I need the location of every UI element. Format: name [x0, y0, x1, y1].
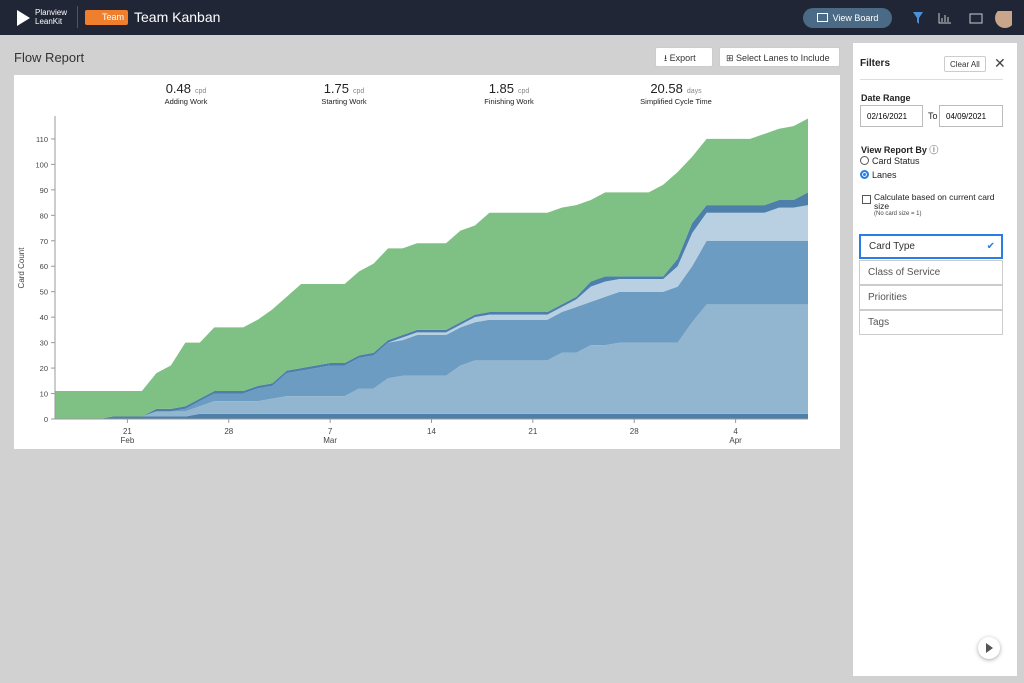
y-axis-label: Card Count — [17, 247, 26, 289]
stat-value-row: 20.58 days — [616, 81, 736, 96]
x-tick-label: 28 — [224, 427, 234, 436]
team-badge[interactable]: Team — [85, 10, 128, 25]
y-tick-label: 0 — [44, 415, 48, 424]
button-label: View Board — [832, 13, 879, 23]
list-item[interactable]: Priorities — [859, 285, 1003, 310]
x-tick-label: 4 Apr — [729, 427, 742, 445]
x-tick-label: 14 — [427, 427, 436, 436]
stat-value-row: 1.75 cpd — [284, 81, 404, 96]
date-to-input[interactable]: 04/09/2021 — [939, 105, 1003, 127]
divider — [77, 6, 78, 28]
stat-unit: days — [686, 88, 702, 95]
stat: 0.48 cpd Adding Work — [126, 81, 246, 106]
x-tick-label: 28 — [629, 427, 639, 436]
divider — [860, 79, 1003, 80]
x-tick-label: 21 — [528, 427, 538, 436]
x-tick-label: 7 Mar — [323, 427, 338, 445]
list-item[interactable]: Card Type ✔ — [859, 234, 1003, 259]
y-tick-label: 110 — [36, 135, 48, 144]
area-layer — [55, 205, 808, 419]
stat-label: Finishing Work — [484, 97, 534, 106]
chart-card: Card Count 0 10 20 30 40 50 60 70 80 90 100 110 0.4… — [14, 75, 840, 449]
y-tick-label: 90 — [40, 186, 48, 195]
stat: 1.75 cpd Starting Work — [284, 81, 404, 106]
stat-value-row: 0.48 cpd — [126, 81, 246, 96]
y-tick-label: 10 — [40, 390, 48, 399]
stat-unit: cpd — [518, 88, 530, 95]
filters-title: Filters — [860, 58, 891, 69]
y-tick-label: 40 — [40, 313, 48, 322]
area-layer — [55, 118, 808, 420]
help-icon — [986, 643, 993, 653]
view-by-text: View Report By — [861, 145, 927, 155]
date-range-label: Date Range — [861, 93, 911, 103]
logo-icon — [17, 10, 30, 26]
y-tick-label: 100 — [35, 160, 48, 169]
chart: Card Count 0 10 20 30 40 50 60 70 80 90 100 110 — [17, 116, 808, 424]
stat-value-row: 1.85 cpd — [449, 81, 569, 96]
stat-label: Starting Work — [321, 97, 367, 106]
radio[interactable] — [860, 170, 869, 179]
nav-icons — [913, 11, 1012, 28]
stat-label: Adding Work — [164, 97, 208, 106]
stat: 1.85 cpd Finishing Work — [449, 81, 569, 106]
list-item[interactable]: Tags — [859, 310, 1003, 335]
chart-icon[interactable] — [938, 13, 951, 24]
area-layer — [55, 240, 808, 419]
select-lanes-button[interactable]: ⊞ Select Lanes to Include — [719, 47, 840, 67]
y-tick-label: 60 — [40, 262, 48, 271]
date-from-input[interactable]: 02/16/2021 — [860, 105, 923, 127]
top-nav: Planview LeanKit Team Team Kanban View Bo… — [0, 0, 1024, 35]
logo-text: Planview LeanKit — [35, 8, 67, 26]
y-tick-label: 50 — [40, 288, 48, 297]
calc-note: (No card size = 1) — [874, 211, 922, 217]
stat-unit: cpd — [195, 88, 207, 95]
y-tick-label: 20 — [40, 364, 48, 373]
checkbox[interactable] — [862, 195, 871, 204]
to-label: To — [928, 111, 938, 121]
filter-icon[interactable] — [913, 12, 923, 24]
report-title: Flow Report — [14, 50, 85, 65]
y-tick-label: 30 — [40, 339, 48, 348]
y-tick-label: 70 — [40, 237, 48, 246]
stat-value: 1.85 — [488, 81, 514, 96]
board-icon — [816, 13, 828, 22]
option-label: Card Status — [872, 156, 920, 166]
export-button[interactable]: ⭳ Export — [655, 47, 713, 67]
calc-label: Calculate based on current card size — [874, 192, 995, 211]
avatar[interactable] — [995, 11, 1012, 28]
filters-panel: Filters Clear All ✕ Date Range 02/16/202… — [853, 43, 1017, 676]
close-button[interactable]: ✕ — [994, 55, 1006, 71]
y-tick-label: 80 — [40, 211, 48, 220]
list-item[interactable]: Class of Service — [859, 260, 1003, 285]
screen-icon[interactable] — [969, 13, 983, 24]
board-title: Team Kanban — [134, 9, 221, 25]
radio-option[interactable]: Card Status — [860, 156, 920, 166]
stat-value: 1.75 — [323, 81, 349, 96]
clear-all-button[interactable]: Clear All — [944, 56, 986, 72]
logo-line: Planview — [35, 8, 68, 17]
help-button[interactable] — [978, 637, 1000, 659]
stat-unit: cpd — [353, 88, 365, 95]
button-label: Select Lanes to Include — [736, 53, 830, 63]
logo-line: LeanKit — [35, 17, 63, 26]
stat: 20.58 days Simplified Cycle Time — [616, 81, 736, 106]
view-by-label: View Report By ⓘ — [861, 143, 938, 156]
area-layer — [55, 413, 808, 419]
option-label: Lanes — [872, 170, 897, 180]
stat-label: Simplified Cycle Time — [640, 97, 712, 106]
area-layer — [55, 304, 808, 419]
radio-option[interactable]: Lanes — [860, 170, 897, 180]
button-label: Export — [669, 53, 696, 63]
radio[interactable] — [860, 156, 869, 165]
check-icon: ✔ — [986, 241, 995, 252]
item-label: Card Type — [869, 241, 915, 252]
stat-value: 0.48 — [165, 81, 191, 96]
x-tick-label: 21 Feb — [120, 427, 135, 445]
info-icon[interactable]: ⓘ — [929, 145, 939, 155]
stat-value: 20.58 — [650, 81, 683, 96]
view-board-button[interactable]: View Board — [803, 8, 892, 28]
